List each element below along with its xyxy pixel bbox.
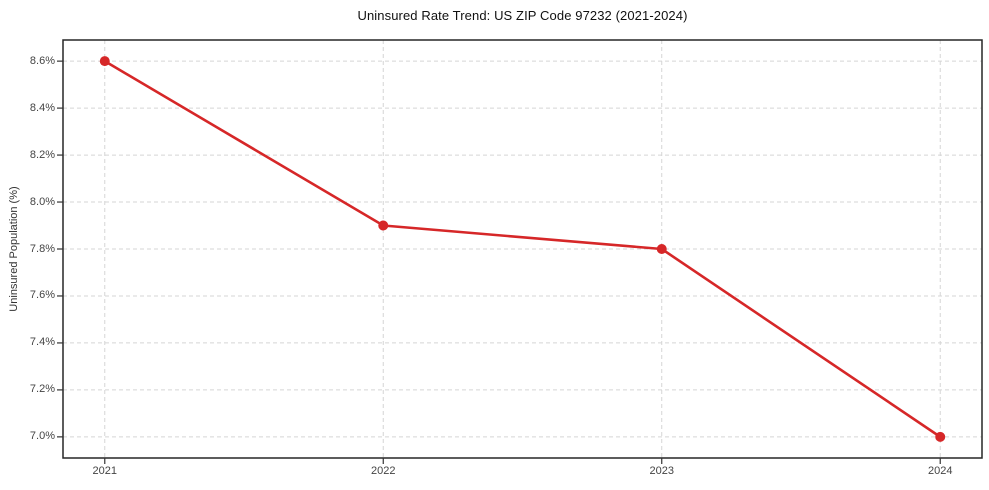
y-tick-label: 8.6% <box>29 54 55 67</box>
y-tick-label: 7.4% <box>29 336 55 349</box>
y-tick-label: 7.6% <box>29 289 55 302</box>
y-tick-label: 8.4% <box>29 101 55 114</box>
y-tick-label: 8.0% <box>29 195 55 208</box>
data-point <box>656 244 667 254</box>
data-point <box>99 56 110 67</box>
y-tick-label: 8.2% <box>29 148 55 161</box>
x-tick-label: 2023 <box>649 465 674 477</box>
axis-spines <box>62 39 983 459</box>
x-tick-label: 2021 <box>92 465 117 477</box>
line-chart-svg <box>57 39 983 464</box>
x-tick-label: 2022 <box>371 465 396 477</box>
x-tick-label: 2024 <box>927 465 953 477</box>
data-point <box>378 220 389 231</box>
y-tick-label: 7.8% <box>29 242 55 255</box>
y-tick-label: 7.0% <box>29 430 55 443</box>
y-tick-label: 7.2% <box>29 383 55 396</box>
trend-line <box>103 59 942 439</box>
plot-area <box>57 39 983 464</box>
chart-title: Uninsured Rate Trend: US ZIP Code 97232 … <box>357 8 688 23</box>
data-point <box>935 431 946 442</box>
